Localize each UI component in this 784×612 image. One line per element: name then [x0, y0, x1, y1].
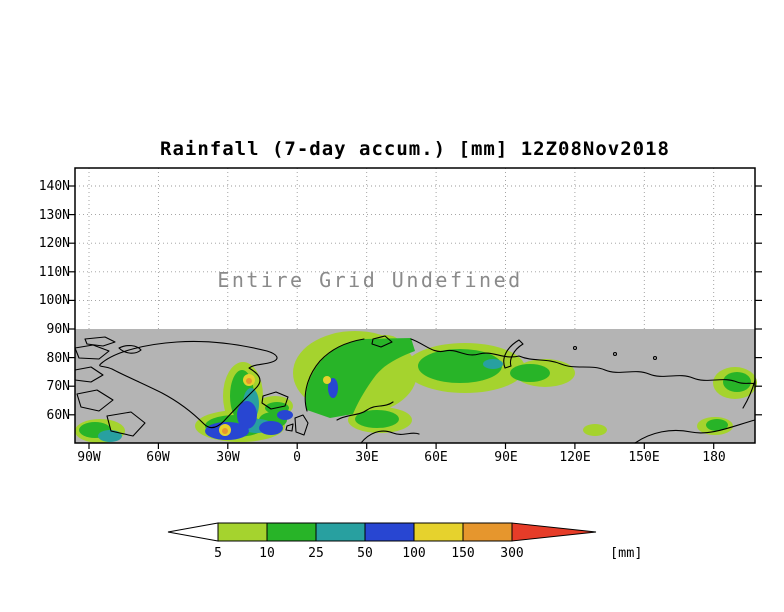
y-tick-label: 60N — [46, 408, 70, 423]
colorbar-segment — [462, 522, 513, 542]
x-tick-label: 0 — [293, 450, 301, 465]
colorbar-segment — [364, 522, 415, 542]
y-tick-label: 110N — [38, 265, 70, 280]
x-tick-label: 150E — [628, 450, 660, 465]
x-tick-label: 60W — [146, 450, 170, 465]
x-tick-label: 180 — [702, 450, 726, 465]
y-tick-label: 130N — [38, 208, 70, 223]
colorbar-arrow-right — [511, 522, 597, 542]
grid-undefined-annotation: Entire Grid Undefined — [217, 268, 523, 292]
x-tick-label: 90W — [77, 450, 101, 465]
colorbar-segment — [266, 522, 317, 542]
colorbar-arrow-left — [167, 522, 219, 542]
map-plot — [68, 167, 762, 449]
colorbar-segment — [413, 522, 464, 542]
x-tick-label: 60E — [424, 450, 448, 465]
coastlines — [74, 335, 756, 444]
plot-title: Rainfall (7-day accum.) [mm] 12Z08Nov201… — [160, 138, 670, 160]
colorbar-unit-label: [mm] — [610, 545, 643, 561]
colorbar-tick-label: 10 — [259, 546, 275, 561]
gridlines — [75, 168, 755, 329]
y-tick-label: 90N — [46, 322, 70, 337]
x-tick-label: 120E — [559, 450, 591, 465]
colorbar-tick-label: 50 — [357, 546, 373, 561]
colorbar: 5 10 25 50 100 150 300 [mm] — [167, 522, 643, 561]
colorbar-segment — [217, 522, 268, 542]
y-tick-label: 100N — [38, 293, 70, 308]
y-tick-label: 140N — [38, 179, 70, 194]
plot-frame — [74, 167, 756, 444]
y-tick-label: 80N — [46, 351, 70, 366]
rain-150-300mm — [222, 378, 252, 434]
colorbar-segment — [315, 522, 366, 542]
y-tick-label: 120N — [38, 236, 70, 251]
colorbar-tick-label: 300 — [500, 546, 523, 561]
axis-ticks — [68, 185, 762, 449]
undefined-band — [75, 329, 755, 443]
x-tick-label: 90E — [494, 450, 518, 465]
colorbar-tick-label: 25 — [308, 546, 324, 561]
x-tick-label: 30W — [216, 450, 240, 465]
x-tick-label: 30E — [355, 450, 379, 465]
y-tick-label: 70N — [46, 379, 70, 394]
colorbar-tick-label: 5 — [214, 546, 222, 561]
colorbar-tick-label: 150 — [451, 546, 474, 561]
colorbar-tick-label: 100 — [402, 546, 425, 561]
